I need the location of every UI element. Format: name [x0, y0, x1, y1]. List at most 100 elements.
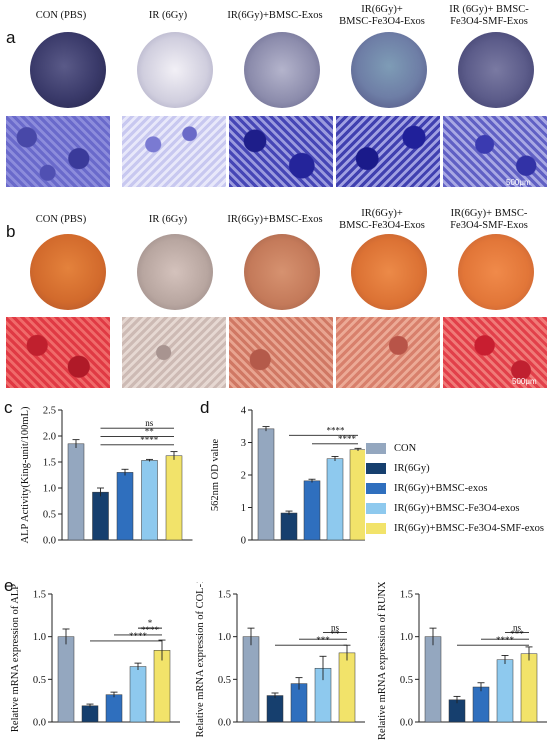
- significance-label: ns: [145, 418, 154, 428]
- significance-label: ****: [496, 635, 515, 645]
- legend-swatch-smf: [366, 522, 386, 534]
- y-tick-label: 2.0: [43, 432, 56, 443]
- y-tick-label: 2.5: [43, 406, 56, 417]
- y-tick-label: 1.5: [33, 590, 46, 601]
- y-tick-label: 0: [241, 536, 246, 547]
- bar: [280, 512, 298, 541]
- bar: [349, 449, 365, 541]
- y-tick-label: 1.0: [400, 632, 413, 643]
- legend-swatch-bmsc: [366, 482, 386, 494]
- significance-label: ****: [129, 631, 148, 641]
- legend-item: IR(6Gy)+BMSC-Fe3O4-exos: [366, 498, 550, 518]
- legend-label-bmsc: IR(6Gy)+BMSC-exos: [394, 482, 488, 494]
- dish-image-bmsc: [244, 32, 320, 108]
- condition-label-b-5: IR(6Gy)+ BMSC- Fe3O4-SMF-Exos: [450, 208, 528, 231]
- condition-label-b-1: CON (PBS): [35, 214, 87, 225]
- legend-item: IR(6Gy): [366, 458, 550, 478]
- scale-bar-label-b: 500μm: [512, 377, 537, 386]
- bar: [520, 653, 538, 723]
- y-tick-label: 0.5: [218, 675, 231, 686]
- y-axis-label: Relative mRNA expression of ALP: [10, 584, 21, 732]
- bar: [165, 455, 183, 541]
- condition-label-a-5: IR (6Gy)+ BMSC- Fe3O4-SMF-Exos: [449, 4, 529, 27]
- y-tick-label: 0.0: [33, 718, 46, 729]
- y-tick-label: 0.0: [43, 536, 56, 547]
- legend-swatch-ir: [366, 462, 386, 474]
- panel-letter-b: b: [6, 222, 16, 241]
- significance-label: ****: [327, 425, 346, 435]
- bar: [338, 652, 356, 723]
- bar: [116, 472, 134, 541]
- bar: [57, 636, 75, 723]
- significance-label: ***: [316, 635, 330, 645]
- od-value-chart: 0 1 2 3 4 562nm OD value ********: [210, 406, 365, 547]
- dish-image-ir: [137, 32, 213, 108]
- micro-image-b-fe3o4: [336, 317, 440, 388]
- legend-item: CON: [366, 438, 550, 458]
- legend-label-smf: IR(6Gy)+BMSC-Fe3O4-SMF-exos: [394, 522, 545, 534]
- dish-image-fe3o4: [351, 32, 427, 108]
- legend: CON IR(6Gy) IR(6Gy)+BMSC-exos IR(6Gy)+BM…: [366, 438, 550, 538]
- dish-image-smf: [458, 32, 534, 108]
- bar: [266, 695, 284, 723]
- runx2-mrna-chart: 0.0 0.5 1.0 1.5 Relative mRNA expression of …: [377, 582, 547, 740]
- y-axis-label: ALP Activity(King-unit/100mL): [20, 406, 31, 543]
- panel-letter-d: d: [200, 398, 210, 417]
- bar: [496, 659, 514, 723]
- legend-label-con: CON: [394, 442, 417, 454]
- significance-label: **: [145, 427, 155, 437]
- significance-label: **: [331, 629, 341, 639]
- condition-label-b-4: IR(6Gy)+ BMSC-Fe3O4-Exos: [339, 208, 425, 231]
- bar: [141, 460, 158, 541]
- condition-label-a-1: CON (PBS): [35, 10, 87, 21]
- condition-label-b-3: IR(6Gy)+BMSC-Exos: [227, 214, 323, 225]
- significance-label: *: [148, 618, 153, 628]
- y-axis-label: 562nm OD value: [210, 439, 221, 512]
- condition-label-b-2: IR (6Gy): [148, 214, 188, 225]
- dish-image-b-smf: [458, 234, 534, 310]
- col1-mrna-chart: 0.0 0.5 1.0 1.5 Relative mRNA expression of …: [195, 582, 365, 737]
- bar: [153, 650, 171, 723]
- micro-image-a-bmsc: [229, 116, 333, 187]
- condition-label-a-3: IR(6Gy)+BMSC-Exos: [227, 10, 323, 21]
- bar: [129, 666, 147, 723]
- y-tick-label: 1.0: [218, 632, 231, 643]
- bar: [303, 480, 321, 541]
- micro-image-a-con: [6, 116, 110, 187]
- micro-image-b-smf: [443, 317, 547, 388]
- panel-letter-a: a: [6, 28, 16, 47]
- y-axis-label: Relative mRNA expression of RUNX2: [377, 582, 388, 740]
- significance-label: ****: [141, 625, 160, 635]
- micro-image-a-smf: [443, 116, 547, 187]
- y-tick-label: 1.5: [400, 590, 413, 601]
- y-tick-label: 1.5: [43, 458, 56, 469]
- dish-image-b-ir: [137, 234, 213, 310]
- panel-letter-c: c: [4, 398, 13, 417]
- y-tick-label: 1.0: [33, 632, 46, 643]
- legend-swatch-con: [366, 442, 386, 454]
- condition-label-a-4: IR(6Gy)+ BMSC-Fe3O4-Exos: [339, 4, 425, 27]
- significance-label: ns: [513, 622, 522, 632]
- bar: [92, 491, 109, 541]
- y-axis-label: Relative mRNA expression of COL-1: [195, 582, 206, 737]
- y-tick-label: 4: [241, 406, 247, 417]
- y-tick-label: 0.5: [400, 675, 413, 686]
- significance-label: ****: [140, 435, 159, 445]
- legend-label-fe3o4: IR(6Gy)+BMSC-Fe3O4-exos: [394, 502, 520, 514]
- bar: [105, 694, 123, 723]
- alp-activity-chart: 0.0 0.5 1.0 1.5 2.0 2.5 ALP Activity(King-unit…: [20, 406, 193, 547]
- micro-image-b-bmsc: [229, 317, 333, 388]
- significance-label: ***: [510, 629, 524, 639]
- bar: [326, 458, 344, 541]
- panel-letter-e: e: [4, 576, 14, 595]
- y-tick-label: 0.0: [400, 718, 413, 729]
- condition-label-a-2: IR (6Gy): [148, 10, 188, 21]
- legend-label-ir: IR(6Gy): [394, 462, 430, 474]
- legend-item: IR(6Gy)+BMSC-exos: [366, 478, 550, 498]
- bar: [81, 705, 99, 723]
- alp-mrna-chart: 0.0 0.5 1.0 1.5 Relative mRNA expression of …: [10, 584, 180, 732]
- dish-image-b-con: [30, 234, 106, 310]
- micro-image-b-ir: [122, 317, 226, 388]
- dish-image-b-fe3o4: [351, 234, 427, 310]
- y-tick-label: 3: [241, 438, 246, 449]
